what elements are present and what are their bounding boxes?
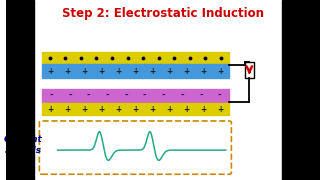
- Bar: [42, 64, 229, 78]
- Text: +: +: [81, 105, 87, 114]
- Text: +: +: [81, 67, 87, 76]
- Text: +: +: [132, 67, 139, 76]
- Bar: [42, 52, 229, 64]
- Text: +: +: [115, 105, 122, 114]
- Text: -: -: [87, 91, 91, 100]
- Text: +: +: [98, 67, 105, 76]
- Text: -: -: [68, 91, 72, 100]
- Text: +: +: [217, 105, 223, 114]
- Bar: [42, 103, 229, 115]
- Text: +: +: [166, 105, 172, 114]
- Text: +: +: [149, 105, 156, 114]
- Bar: [282, 0, 320, 180]
- Text: Current
Signals: Current Signals: [4, 135, 42, 155]
- Bar: [6, 0, 34, 180]
- Text: -: -: [49, 91, 53, 100]
- Text: Step 2: Electrostatic Induction: Step 2: Electrostatic Induction: [62, 7, 264, 20]
- Text: +: +: [64, 105, 70, 114]
- Bar: [42, 89, 229, 103]
- Text: +: +: [132, 105, 139, 114]
- Text: +: +: [217, 67, 223, 76]
- Text: +: +: [47, 105, 53, 114]
- Text: -: -: [124, 91, 128, 100]
- Text: +: +: [200, 67, 206, 76]
- Text: +: +: [47, 67, 53, 76]
- Text: +: +: [183, 105, 189, 114]
- Text: +: +: [98, 105, 105, 114]
- Bar: [245, 62, 254, 78]
- Text: +: +: [149, 67, 156, 76]
- Text: -: -: [143, 91, 147, 100]
- Text: -: -: [162, 91, 165, 100]
- Text: -: -: [199, 91, 203, 100]
- Text: -: -: [180, 91, 184, 100]
- Text: +: +: [166, 67, 172, 76]
- Text: +: +: [115, 67, 122, 76]
- Text: -: -: [218, 91, 221, 100]
- Text: +: +: [64, 67, 70, 76]
- Text: -: -: [106, 91, 109, 100]
- Text: +: +: [183, 67, 189, 76]
- Text: +: +: [200, 105, 206, 114]
